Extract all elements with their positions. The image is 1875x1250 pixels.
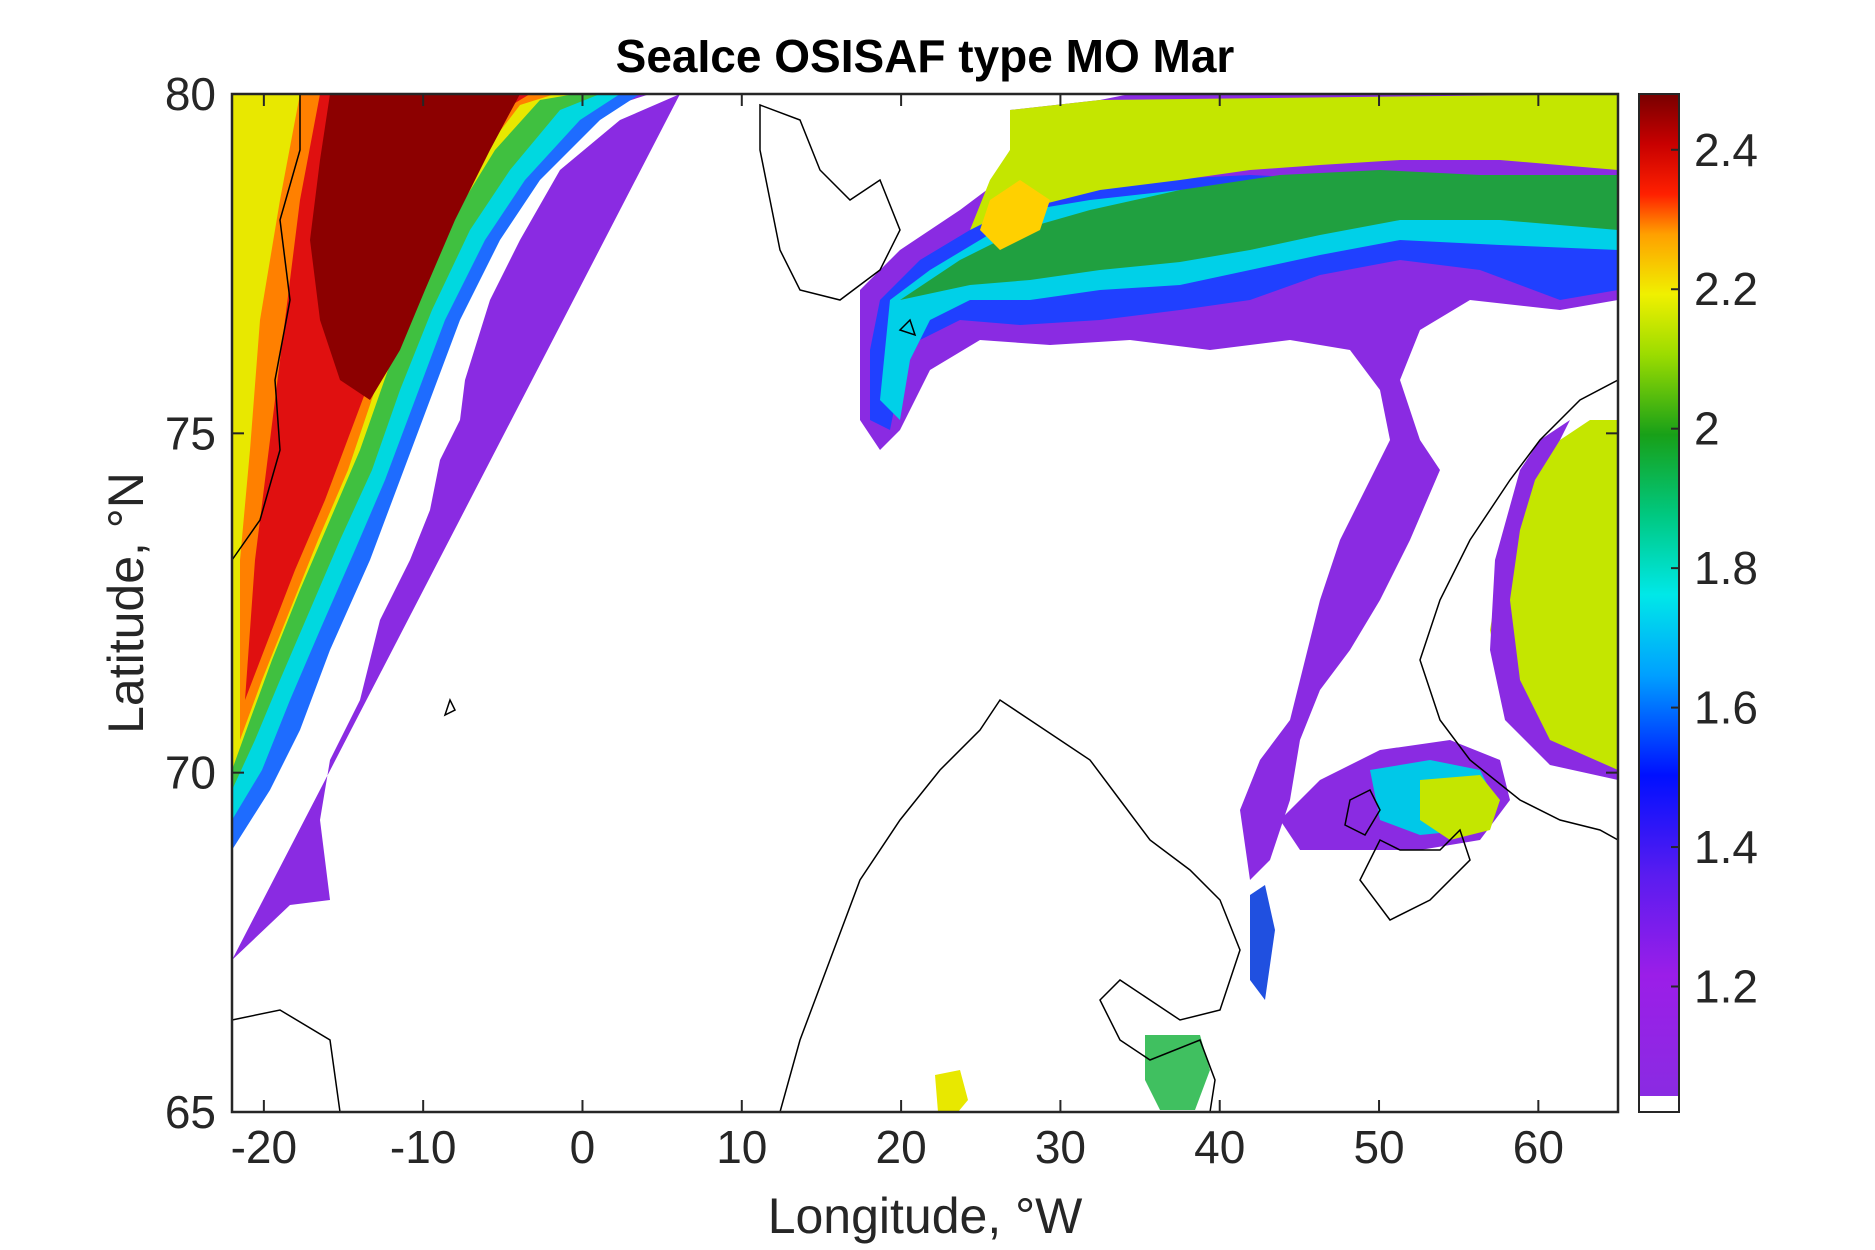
ice-barents-lime: [970, 94, 1618, 230]
ice-barents-yellow: [980, 180, 1050, 250]
x-axis-label: Longitude, °W: [768, 1188, 1083, 1244]
y-tick-label: 80: [165, 68, 216, 120]
x-tick-label: 60: [1513, 1121, 1564, 1173]
plot-frame: [230, 92, 1620, 1114]
colorbar: 1.2 1.4 1.6 1.8 2 2.2 2.4: [1638, 93, 1758, 1113]
colorbar-frame: [1638, 93, 1680, 1113]
colorbar-ticks: 1.2 1.4 1.6 1.8 2 2.2 2.4: [1671, 124, 1758, 1012]
y-tick-label: 70: [165, 747, 216, 799]
y-tick-label: 65: [165, 1086, 216, 1138]
colorbar-tick-label: 2.2: [1694, 263, 1758, 315]
ice-greenland-darkred: [310, 94, 520, 400]
colorbar-tick-label: 2.4: [1694, 124, 1758, 176]
x-axis: -20 -10 0 10 20 30 40 50 60: [231, 94, 1564, 1173]
x-tick-label: 30: [1035, 1121, 1086, 1173]
x-tick-label: 40: [1194, 1121, 1245, 1173]
coastlines: [232, 94, 1618, 1112]
ice-bothnia: [935, 1070, 968, 1112]
ice-whitesea-2: [1250, 885, 1275, 1000]
x-tick-label: 20: [876, 1121, 927, 1173]
colorbar-tick-label: 1.6: [1694, 682, 1758, 734]
colorbar-tick-label: 1.2: [1694, 960, 1758, 1012]
plot-area: [230, 92, 1620, 1114]
colorbar-tick-label: 1.8: [1694, 542, 1758, 594]
y-axis-label: Latitude, °N: [98, 472, 154, 734]
colorbar-white-bin: [1639, 1096, 1679, 1112]
x-tick-label: 50: [1353, 1121, 1404, 1173]
ice-kara-edge: [1490, 420, 1618, 780]
ice-barents-green: [900, 170, 1618, 300]
colorbar-tick-label: 1.4: [1694, 821, 1758, 873]
chart-title: SeaIce OSISAF type MO Mar: [616, 30, 1235, 82]
x-tick-label: -20: [231, 1121, 297, 1173]
ice-pechora-lime: [1420, 775, 1500, 840]
sea-ice-field: [232, 94, 1618, 1112]
x-tick-label: 0: [570, 1121, 596, 1173]
colorbar-tick-label: 2: [1694, 403, 1720, 455]
ice-whitesea: [1145, 1035, 1210, 1110]
x-tick-label: 10: [716, 1121, 767, 1173]
y-tick-label: 75: [165, 407, 216, 459]
y-axis: 65 70 75 80: [165, 68, 1618, 1138]
colorbar-gradient: [1639, 94, 1679, 1096]
x-tick-label: -10: [390, 1121, 456, 1173]
